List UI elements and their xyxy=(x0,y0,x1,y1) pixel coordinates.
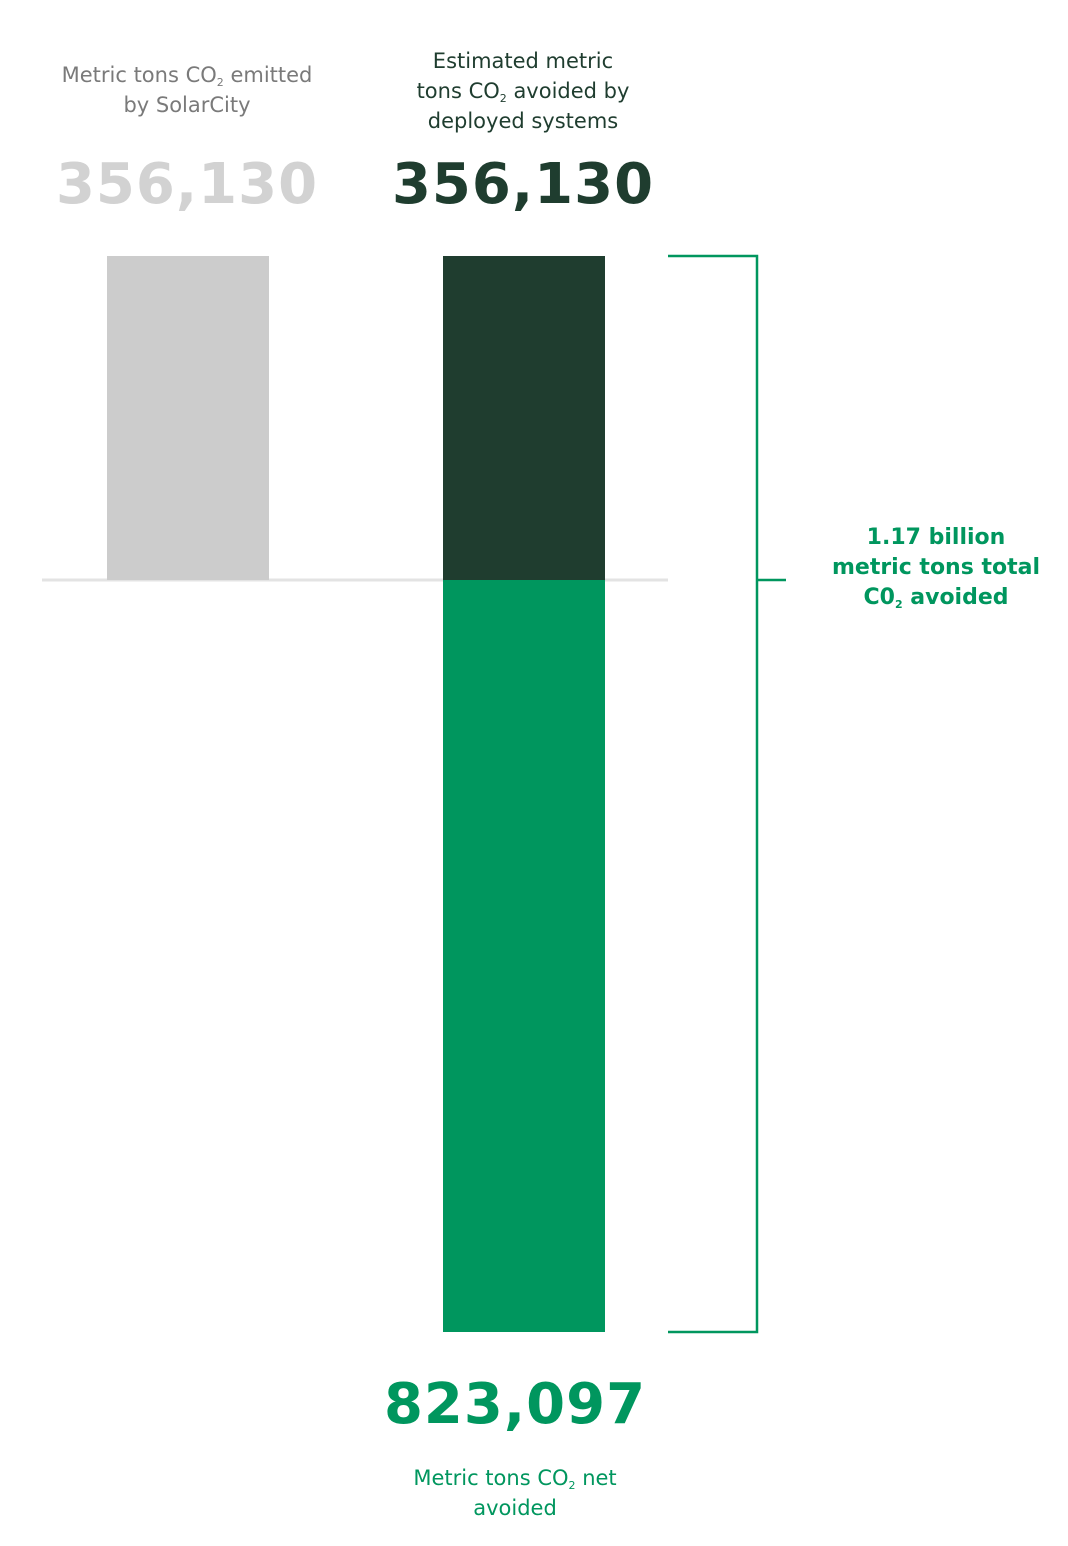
bar-avoided xyxy=(443,256,605,580)
bar-emitted xyxy=(107,256,269,580)
bar-net-avoided xyxy=(443,580,605,1332)
emitted-value-label: 356,130 xyxy=(55,152,319,217)
avoided-caption: Estimated metric tons CO2 avoided by dep… xyxy=(416,49,630,133)
total-avoided-caption: 1.17 billion metric tons total C02 avoid… xyxy=(831,525,1041,611)
net-value-label: 823,097 xyxy=(383,1372,647,1437)
net-caption: Metric tons CO2 net avoided xyxy=(413,1466,617,1520)
total-bracket xyxy=(668,254,759,1334)
emitted-caption: Metric tons CO2 emitted by SolarCity xyxy=(61,63,313,117)
avoided-value-label: 356,130 xyxy=(391,152,655,217)
